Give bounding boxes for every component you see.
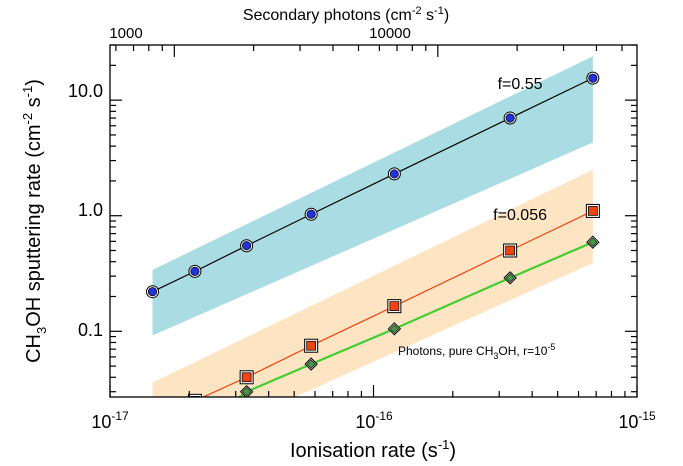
data-point-s0-2 xyxy=(240,239,254,253)
data-point-s0-0 xyxy=(146,285,160,299)
data-point-s0-1 xyxy=(188,264,202,278)
data-point-s2-0 xyxy=(147,455,159,466)
x-tick-label-1e-15: 10-15 xyxy=(618,409,656,432)
data-point-s2-5 xyxy=(503,271,517,285)
data-point-s1-5 xyxy=(503,243,518,258)
data-point-s0-4 xyxy=(387,167,401,181)
y-tick-label-10-0: 10.0 xyxy=(68,81,103,101)
data-point-s0-5 xyxy=(503,111,517,125)
data-point-s1-1 xyxy=(187,393,202,397)
data-point-s2-2 xyxy=(239,385,254,397)
top-tick-label-1000: 1000 xyxy=(109,25,142,42)
data-point-s1-2 xyxy=(239,370,254,385)
series-markers xyxy=(146,71,600,466)
annotation-f-0-056: f=0.056 xyxy=(493,207,547,224)
data-point-s1-6 xyxy=(585,203,600,218)
data-point-s0-6 xyxy=(586,71,600,85)
data-point-s1-3 xyxy=(304,338,319,353)
uncertainty-bands xyxy=(152,56,593,397)
uncertainty-band-1 xyxy=(152,169,593,397)
data-point-s2-6 xyxy=(586,235,600,249)
x-tick-label-1e-16: 10-16 xyxy=(355,409,393,432)
annotation-f-0-55: f=0.55 xyxy=(498,76,543,93)
data-point-s1-0 xyxy=(146,427,159,440)
axis-ticks xyxy=(109,44,638,397)
data-point-s1-4 xyxy=(387,299,402,314)
data-point-s0-3 xyxy=(304,207,318,221)
uncertainty-band-0 xyxy=(152,56,593,336)
data-point-s2-4 xyxy=(387,322,402,336)
legend-note: Photons, pure CH3OH, r=10-5 xyxy=(398,342,555,361)
y-tick-label-0-1: 0.1 xyxy=(78,320,103,340)
y-axis-title: CH3OH sputtering rate (cm-2 s-1) xyxy=(20,79,49,363)
x-tick-label-1e-17: 10-17 xyxy=(91,409,129,432)
y-tick-label-1-0: 1.0 xyxy=(78,200,103,220)
top-axis-title: Secondary photons (cm-2 s-1) xyxy=(243,5,449,24)
data-point-s2-1 xyxy=(189,424,201,436)
data-point-s2-3 xyxy=(304,357,318,371)
top-tick-label-10000: 10000 xyxy=(369,25,411,42)
x-axis-title: Ionisation rate (s-1) xyxy=(290,437,456,462)
